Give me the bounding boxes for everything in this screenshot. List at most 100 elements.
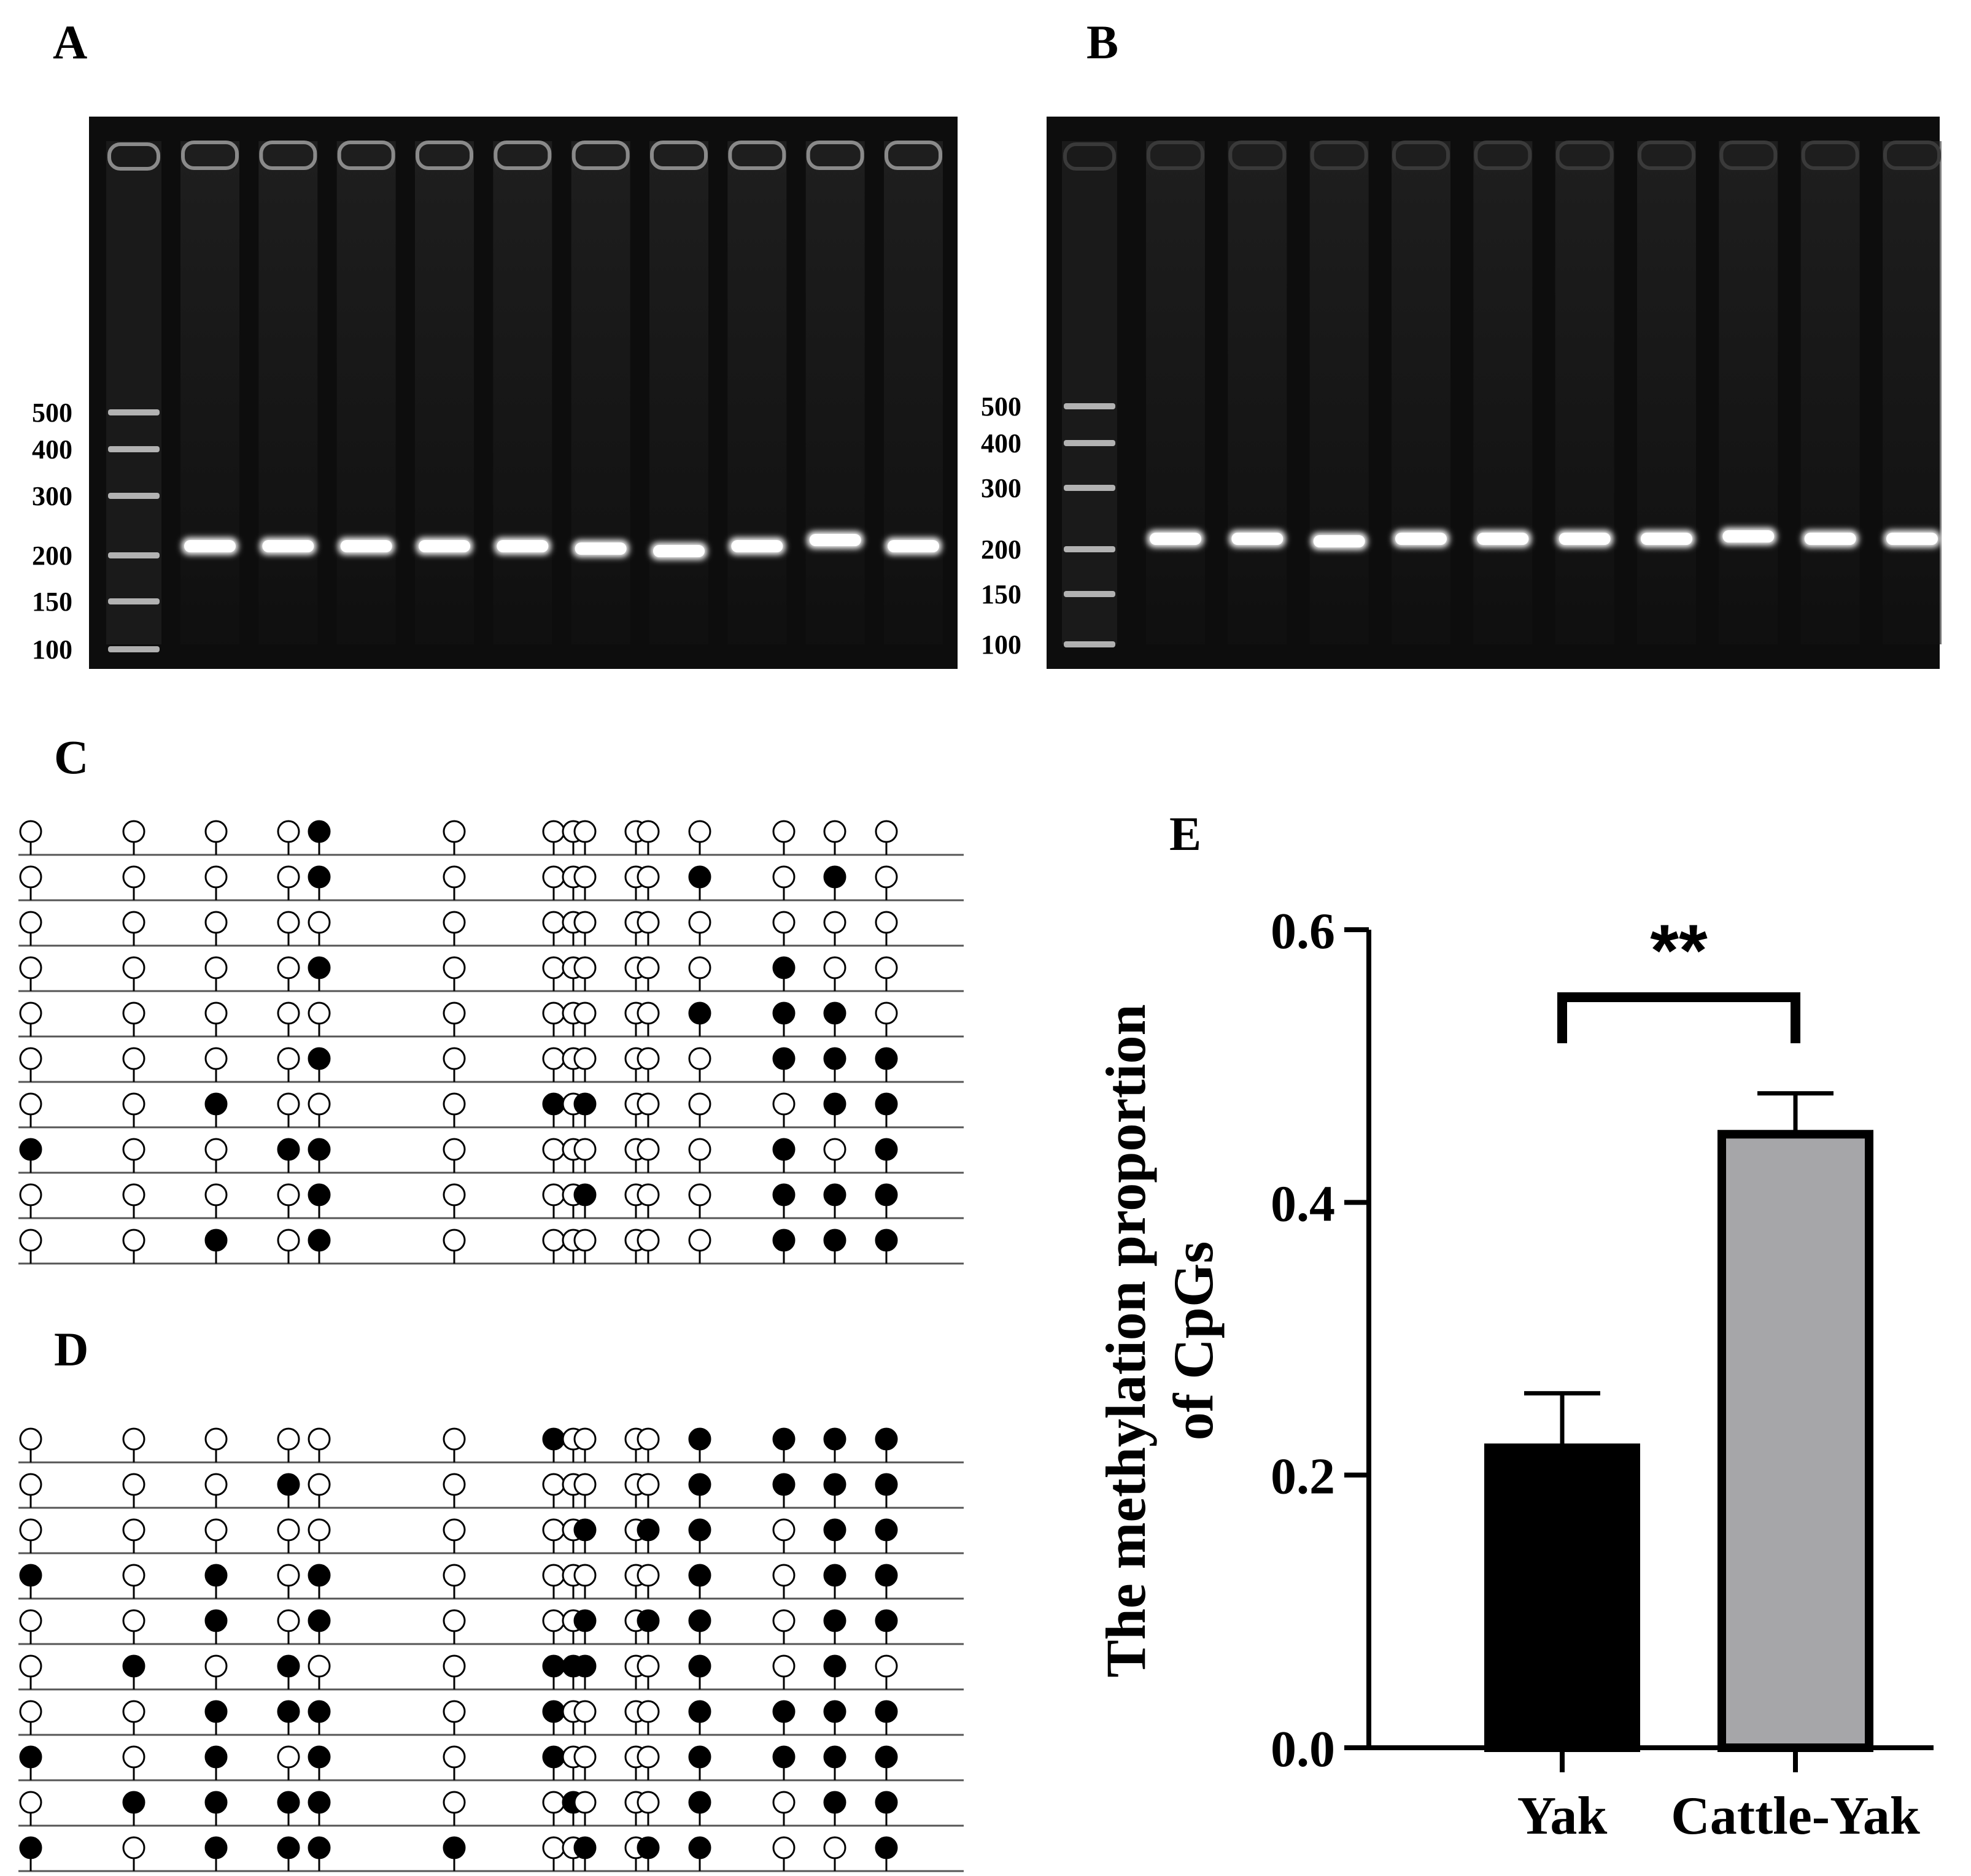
gel-b-ladder-band — [1064, 440, 1115, 446]
lol-d-unmethylated-cpg — [277, 1609, 300, 1632]
gel-b-lane — [1309, 141, 1369, 644]
lol-d-unmethylated-cpg — [19, 1609, 42, 1632]
lol-c-unmethylated-cpg — [204, 1002, 228, 1025]
lol-d-methylated-cpg — [772, 1427, 796, 1451]
lol-c-unmethylated-cpg — [443, 1183, 466, 1206]
lol-d-unmethylated-cpg — [19, 1791, 42, 1814]
lol-c-unmethylated-cpg — [688, 1047, 711, 1070]
lol-c-unmethylated-cpg — [277, 865, 300, 889]
lol-c-methylated-cpg — [688, 1002, 711, 1025]
gel-a-ladder-band — [108, 446, 160, 452]
lol-d-unmethylated-cpg — [637, 1745, 660, 1769]
lol-c-unmethylated-cpg — [637, 1047, 660, 1070]
lol-d-methylated-cpg — [19, 1745, 42, 1769]
lol-d-methylated-cpg — [637, 1836, 660, 1859]
gel-a-band — [809, 534, 861, 546]
lol-c-unmethylated-cpg — [443, 820, 466, 843]
lol-d-unmethylated-cpg — [277, 1745, 300, 1769]
lol-c-unmethylated-cpg — [122, 865, 145, 889]
gel-a-lane — [336, 141, 396, 644]
lol-c-unmethylated-cpg — [573, 865, 597, 889]
lol-c-methylated-cpg — [308, 865, 331, 889]
gel-b-lane — [1800, 141, 1860, 644]
lol-c-unmethylated-cpg — [122, 820, 145, 843]
lol-d-methylated-cpg — [637, 1609, 660, 1632]
gel-b-well — [1392, 141, 1450, 170]
gel-b-bp-label: 300 — [981, 473, 1021, 503]
lol-d-unmethylated-cpg — [573, 1745, 597, 1769]
lol-c-unmethylated-cpg — [688, 820, 711, 843]
lol-d-unmethylated-cpg — [122, 1836, 145, 1859]
lol-d-methylated-cpg — [875, 1745, 898, 1769]
lol-d-unmethylated-cpg — [122, 1564, 145, 1587]
gel-a-band — [184, 540, 236, 552]
lol-c-unmethylated-cpg — [308, 911, 331, 934]
gel-a-bp-label: 200 — [32, 541, 72, 571]
lol-d-methylated-cpg — [875, 1473, 898, 1496]
lol-d-methylated-cpg — [688, 1791, 711, 1814]
lol-c-methylated-cpg — [823, 1092, 846, 1116]
lol-d-unmethylated-cpg — [277, 1427, 300, 1451]
lol-c-unmethylated-cpg — [443, 865, 466, 889]
gel-b-bp-label: 400 — [981, 428, 1021, 458]
lol-d-unmethylated-cpg — [277, 1564, 300, 1587]
lol-c-unmethylated-cpg — [823, 956, 846, 979]
lol-d-methylated-cpg — [573, 1609, 597, 1632]
gel-a-band — [419, 540, 470, 552]
lol-c-unmethylated-cpg — [637, 956, 660, 979]
gel-a-lane — [649, 141, 708, 644]
gel-a-bp-label: 300 — [32, 481, 72, 511]
lol-d-unmethylated-cpg — [308, 1654, 331, 1678]
lol-c-unmethylated-cpg — [443, 1229, 466, 1252]
lol-d-methylated-cpg — [823, 1745, 846, 1769]
lol-c-unmethylated-cpg — [204, 1138, 228, 1161]
lol-d-methylated-cpg — [277, 1654, 300, 1678]
lol-d-unmethylated-cpg — [637, 1791, 660, 1814]
lol-c-methylated-cpg — [823, 1002, 846, 1025]
gel-a-well — [806, 141, 864, 170]
x-tick-label: Cattle-Yak — [1671, 1786, 1920, 1846]
lol-c-methylated-cpg — [204, 1092, 228, 1116]
lol-d-unmethylated-cpg — [204, 1473, 228, 1496]
lol-c-methylated-cpg — [19, 1138, 42, 1161]
lol-c-unmethylated-cpg — [19, 956, 42, 979]
lol-d-methylated-cpg — [443, 1836, 466, 1859]
lol-c-unmethylated-cpg — [573, 1047, 597, 1070]
gel-b-band — [1231, 533, 1284, 545]
lol-d-unmethylated-cpg — [122, 1609, 145, 1632]
lol-d-unmethylated-cpg — [573, 1700, 597, 1723]
lol-c-methylated-cpg — [308, 1183, 331, 1206]
gel-a-band — [497, 540, 549, 552]
lol-d-methylated-cpg — [875, 1609, 898, 1632]
lol-d-unmethylated-cpg — [204, 1427, 228, 1451]
lol-d-methylated-cpg — [875, 1791, 898, 1814]
lol-d-unmethylated-cpg — [19, 1654, 42, 1678]
gel-a-ladder-band — [108, 493, 160, 499]
lol-c-unmethylated-cpg — [122, 911, 145, 934]
gel-a-ladder-well — [107, 142, 160, 171]
lol-d-methylated-cpg — [688, 1518, 711, 1542]
gel-a-band — [575, 542, 627, 555]
gel-a-band — [340, 540, 392, 552]
lol-c-unmethylated-cpg — [688, 911, 711, 934]
lol-c-methylated-cpg — [308, 956, 331, 979]
gel-a-ladder-band — [108, 598, 160, 604]
panel-label-d: D — [54, 1322, 89, 1376]
lol-d-methylated-cpg — [308, 1745, 331, 1769]
gel-b-band — [1313, 535, 1365, 547]
gel-a-band — [262, 540, 314, 552]
lol-c-methylated-cpg — [772, 1138, 796, 1161]
gel-a-well — [571, 141, 630, 170]
lol-c-unmethylated-cpg — [19, 1047, 42, 1070]
lol-d-methylated-cpg — [204, 1564, 228, 1587]
gel-b-lane — [1637, 141, 1696, 644]
panel-label-b: B — [1086, 15, 1119, 69]
lol-d-methylated-cpg — [772, 1473, 796, 1496]
gel-b-bp-label: 150 — [981, 579, 1021, 609]
lol-d-methylated-cpg — [772, 1745, 796, 1769]
lol-d-methylated-cpg — [573, 1836, 597, 1859]
gel-b-lane — [1228, 141, 1287, 644]
lol-c-unmethylated-cpg — [875, 1002, 898, 1025]
lol-c-unmethylated-cpg — [277, 1229, 300, 1252]
